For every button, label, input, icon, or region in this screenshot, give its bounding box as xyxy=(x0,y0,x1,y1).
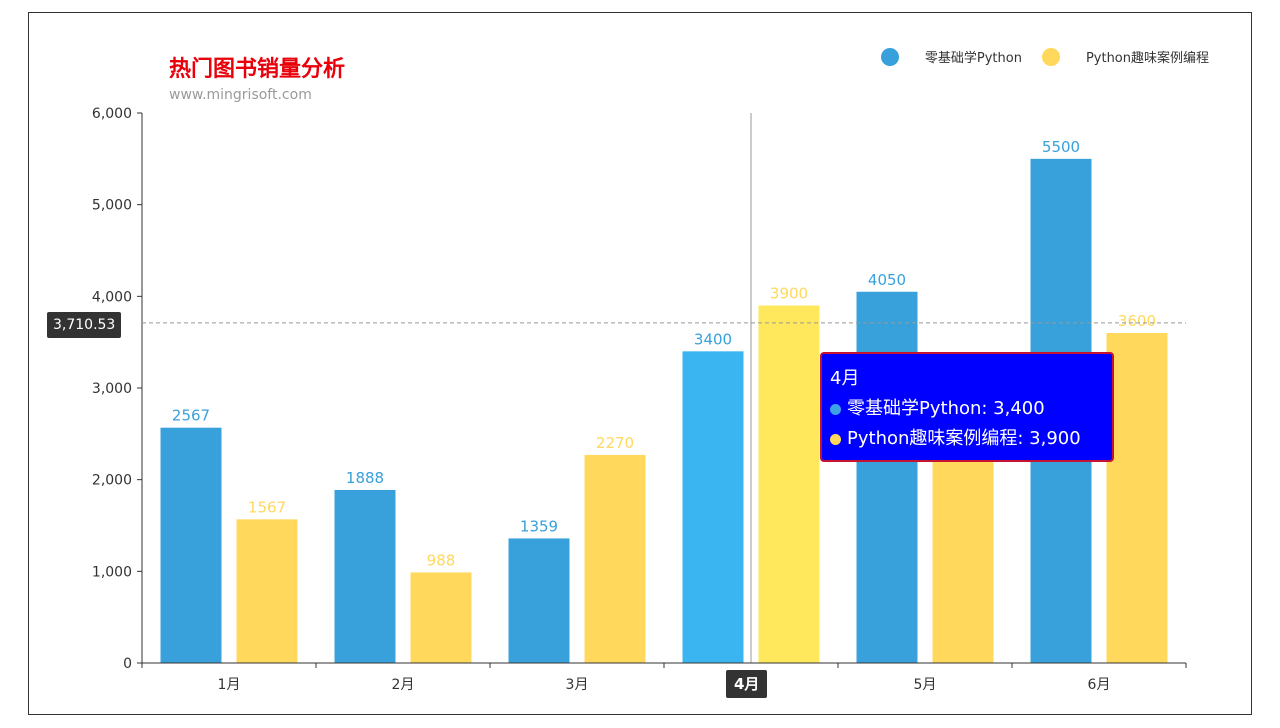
y-tick-label: 1,000 xyxy=(92,564,132,580)
legend-marker-series-2 xyxy=(1041,47,1060,66)
x-tick-label: 3月 xyxy=(566,677,589,693)
tooltip-text-series-2: Python趣味案例编程: 3,900 xyxy=(847,428,1081,449)
data-label-series-1-5: 4050 xyxy=(868,271,906,289)
data-label-series-1-4: 3400 xyxy=(694,330,732,348)
axis-pointer-x-label: 4月 xyxy=(726,670,768,698)
tooltip-text-series-1: 零基础学Python: 3,400 xyxy=(847,398,1045,419)
bar-series-2-2 xyxy=(410,572,472,663)
y-tick-label: 0 xyxy=(123,656,132,672)
tooltip-marker-series-1 xyxy=(830,403,841,415)
tooltip-row-series-1: 零基础学Python: 3,400 xyxy=(830,394,1104,424)
chart-subtitle: www.mingrisoft.com xyxy=(169,87,312,103)
legend-marker-series-1 xyxy=(880,47,899,66)
y-tick-label: 3,000 xyxy=(92,381,132,397)
bar-series-2-4 xyxy=(758,305,820,663)
bar-series-2-3 xyxy=(584,454,646,663)
chart-legend: 零基础学Python Python趣味案例编程 xyxy=(861,47,1209,66)
x-tick-label: 1月 xyxy=(218,677,241,693)
data-label-series-2-6: 3600 xyxy=(1118,312,1156,330)
y-tick-label: 5,000 xyxy=(92,198,132,214)
legend-item-series-2[interactable]: Python趣味案例编程 xyxy=(1041,47,1209,66)
y-tick-label: 2,000 xyxy=(92,473,132,489)
data-label-series-2-4: 3900 xyxy=(770,285,808,303)
data-label-series-2-3: 2270 xyxy=(596,434,634,452)
y-tick-label: 6,000 xyxy=(92,106,132,122)
bar-series-1-5 xyxy=(856,291,918,663)
x-tick-label: 5月 xyxy=(914,677,937,693)
bar-series-1-1 xyxy=(160,427,222,663)
bar-series-1-3 xyxy=(508,538,570,663)
data-label-series-1-2: 1888 xyxy=(346,469,384,487)
bar-series-1-4 xyxy=(682,351,744,663)
data-label-series-1-3: 1359 xyxy=(520,517,558,535)
tooltip-title: 4月 xyxy=(830,368,860,389)
legend-label-series-2: Python趣味案例编程 xyxy=(1085,51,1209,66)
legend-label-series-1: 零基础学Python xyxy=(924,51,1022,66)
bar-series-2-1 xyxy=(236,519,298,663)
tooltip-marker-series-2 xyxy=(830,433,841,445)
data-label-series-1-6: 5500 xyxy=(1042,138,1080,156)
data-label-series-1-1: 2567 xyxy=(172,407,210,425)
x-tick-label: 6月 xyxy=(1088,677,1111,693)
tooltip-row-series-2: Python趣味案例编程: 3,900 xyxy=(830,424,1104,454)
data-label-series-2-1: 1567 xyxy=(248,498,286,516)
legend-item-series-1[interactable]: 零基础学Python xyxy=(880,47,1022,66)
tooltip: 4月 零基础学Python: 3,400 Python趣味案例编程: 3,900 xyxy=(820,352,1114,462)
y-tick-label: 4,000 xyxy=(92,289,132,305)
bar-series-2-6 xyxy=(1106,333,1168,663)
x-tick-label: 2月 xyxy=(392,677,415,693)
data-label-series-2-2: 988 xyxy=(427,551,456,569)
bar-series-1-2 xyxy=(334,489,396,663)
chart-title: 热门图书销量分析 xyxy=(169,57,346,82)
axis-pointer-y-label: 3,710.53 xyxy=(47,312,122,338)
bar-series-2-5 xyxy=(932,452,994,663)
